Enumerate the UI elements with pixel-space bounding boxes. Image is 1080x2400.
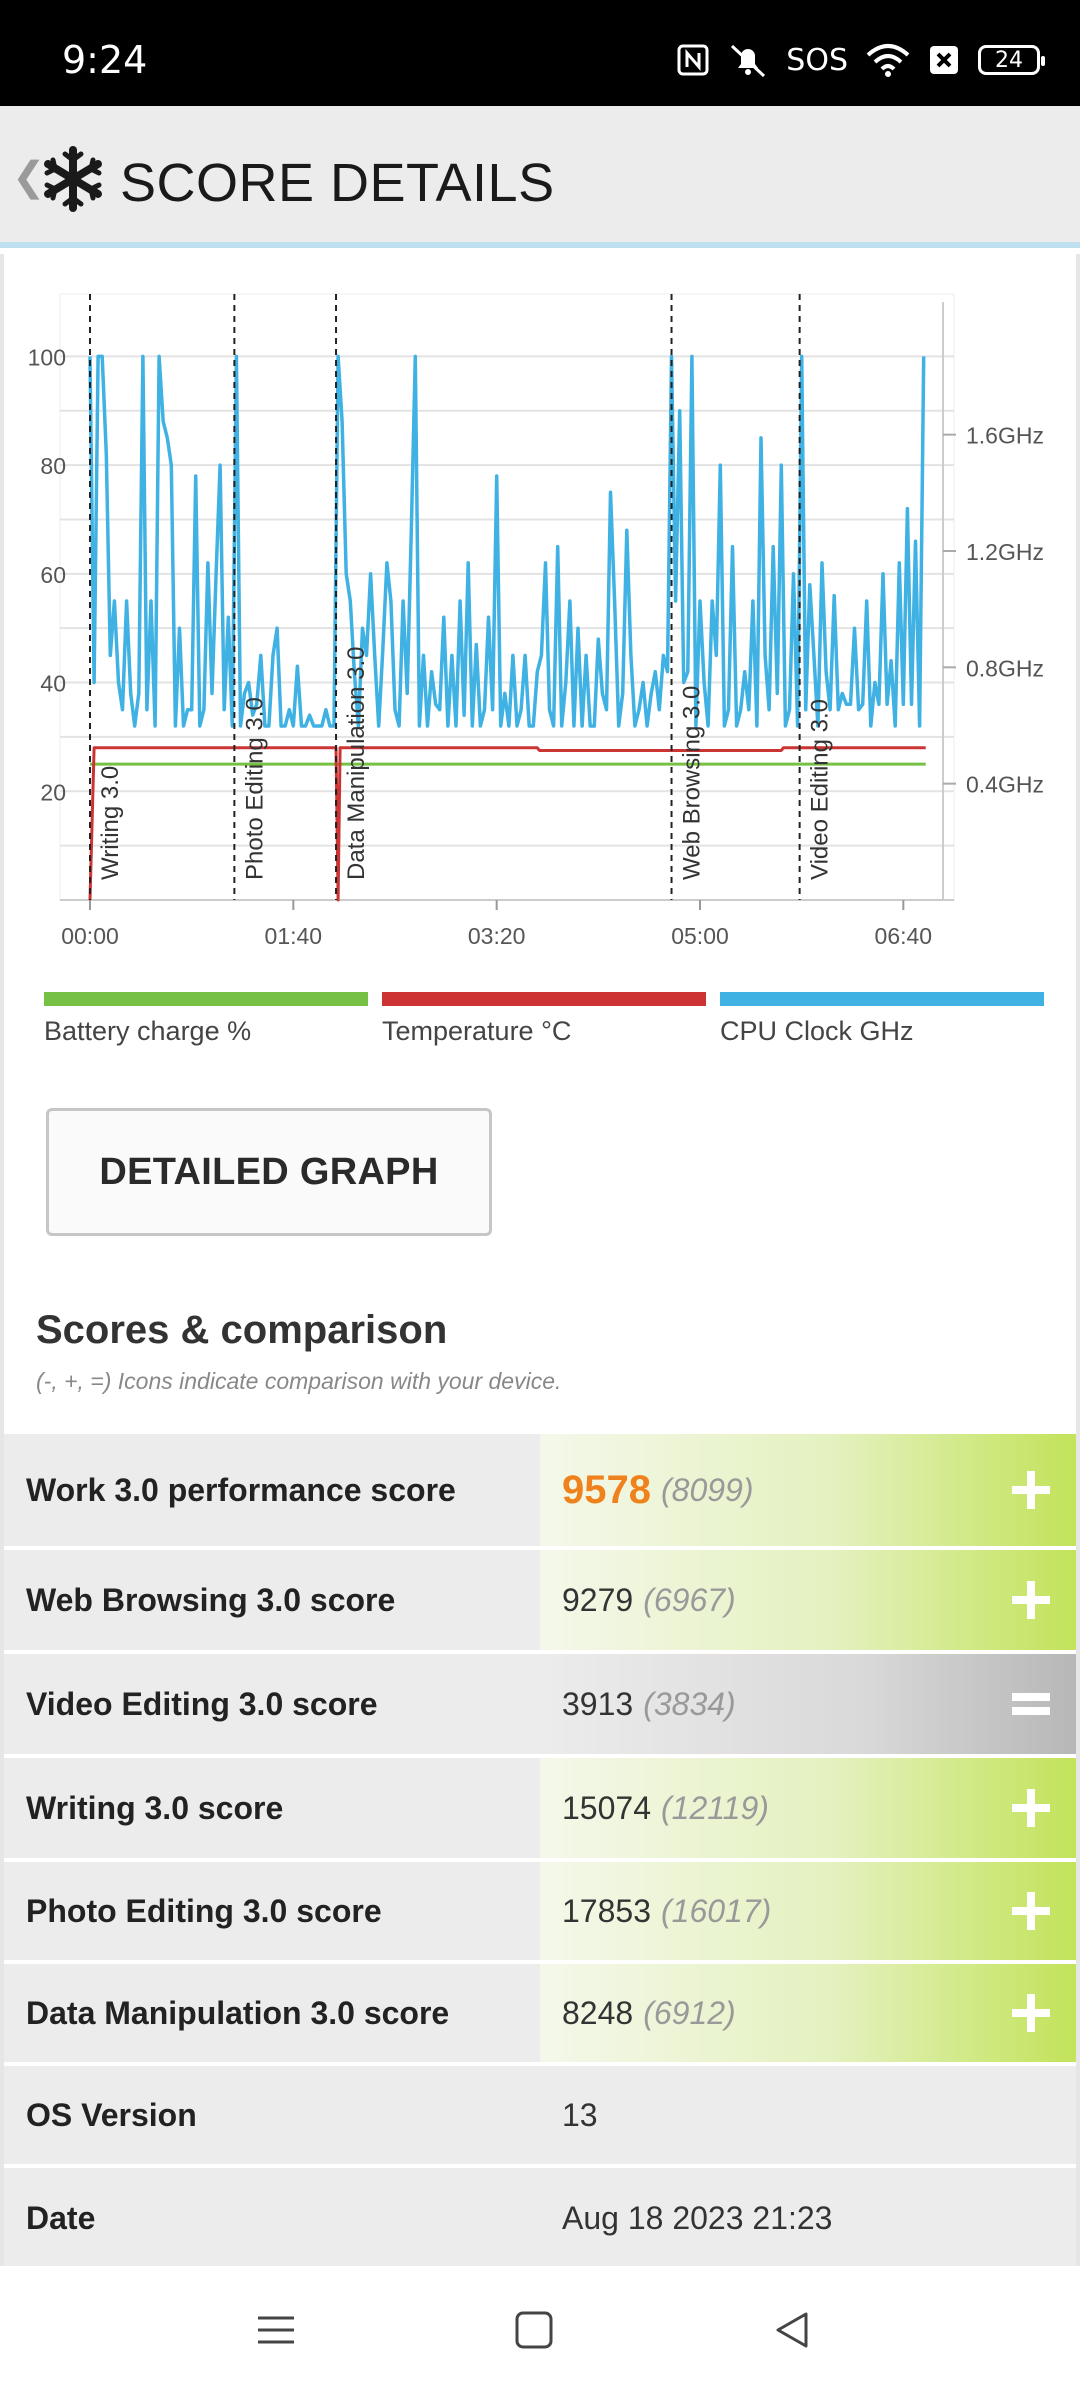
score-value: 17853 [562, 1892, 651, 1929]
series-line-2 [88, 354, 926, 728]
score-value: 9279 [562, 1581, 634, 1618]
right-tick-label: 1.6GHz [966, 423, 1044, 449]
score-compare: (6912) [643, 1994, 736, 2031]
info-label: Date [4, 2168, 540, 2268]
score-value-cell: 9578 (8099) [540, 1434, 1076, 1546]
score-row-web-browsing: Web Browsing 3.0 score 9279 (6967) [4, 1546, 1076, 1650]
legend-battery-swatch [44, 992, 368, 1006]
score-label: Video Editing 3.0 score [4, 1654, 540, 1754]
info-value-cell: 13 [540, 2066, 1076, 2164]
score-compare: (16017) [660, 1892, 772, 1929]
menu-icon[interactable] [256, 2310, 296, 2350]
right-tick-label: 0.8GHz [966, 655, 1044, 681]
scores-table: Work 3.0 performance score 9578 (8099) W… [4, 1430, 1076, 2268]
info-row-os-version: OS Version 13 [4, 2062, 1076, 2164]
detailed-graph-button[interactable]: DETAILED GRAPH [46, 1108, 492, 1236]
navigation-bar [0, 2266, 1080, 2400]
score-value-cell: 9279 (6967) [540, 1550, 1076, 1650]
info-value-cell: Aug 18 2023 21:23 [540, 2168, 1076, 2268]
status-icons: SOS 24 [676, 40, 1045, 80]
score-row-writing: Writing 3.0 score 15074 (12119) [4, 1754, 1076, 1858]
score-value-cell: 17853 (16017) [540, 1862, 1076, 1960]
score-label: Work 3.0 performance score [4, 1434, 540, 1546]
y-tick-label: 20 [40, 779, 66, 805]
plus-icon [1012, 1581, 1050, 1619]
y-tick-label: 60 [40, 562, 66, 588]
score-compare: (6967) [643, 1581, 736, 1618]
nfc-icon [677, 44, 709, 76]
info-value: 13 [562, 2096, 598, 2133]
legend-battery-label: Battery charge % [44, 1016, 252, 1046]
status-time: 9:24 [62, 38, 148, 82]
segment-label: Writing 3.0 [97, 766, 124, 880]
battery-level: 24 [995, 47, 1023, 73]
y-tick-label: 40 [40, 671, 66, 697]
plus-icon [1012, 1789, 1050, 1827]
score-compare: (3834) [643, 1685, 736, 1722]
score-label: Writing 3.0 score [4, 1758, 540, 1858]
legend-temperature: Temperature °C [382, 992, 706, 1047]
x-tick-label: 03:20 [468, 923, 526, 949]
right-tick-label: 1.2GHz [966, 539, 1044, 565]
segment-label: Video Editing 3.0 [807, 699, 834, 880]
wifi-icon [866, 44, 910, 77]
score-row-work: Work 3.0 performance score 9578 (8099) [4, 1430, 1076, 1546]
segment-label: Data Manipulation 3.0 [343, 647, 370, 880]
series-line-1 [88, 746, 926, 902]
score-label: Data Manipulation 3.0 score [4, 1964, 540, 2062]
sos-label: SOS [786, 42, 848, 78]
chart-legend: Battery charge % Temperature °C CPU Cloc… [44, 992, 1044, 1047]
score-row-photo-editing: Photo Editing 3.0 score 17853 (16017) [4, 1858, 1076, 1960]
info-row-date: Date Aug 18 2023 21:23 [4, 2164, 1076, 2268]
sim-off-icon [930, 46, 958, 74]
right-tick-label: 0.4GHz [966, 772, 1044, 798]
scores-title: Scores & comparison [36, 1308, 448, 1352]
performance-chart[interactable]: 100 80 60 40 20 1.6GHz 1.2GHz 0.8GHz 0.4GHz 00:00… [4, 254, 1076, 954]
legend-temperature-swatch [382, 992, 706, 1006]
score-label: Web Browsing 3.0 score [4, 1550, 540, 1650]
score-label: Photo Editing 3.0 score [4, 1862, 540, 1960]
legend-cpu-swatch [720, 992, 1044, 1006]
snowflake-icon [44, 146, 102, 212]
home-icon[interactable] [514, 2310, 554, 2350]
info-value: Aug 18 2023 21:23 [562, 2199, 833, 2236]
legend-cpu-label: CPU Clock GHz [720, 1016, 914, 1046]
plus-icon [1012, 1892, 1050, 1930]
x-tick-label: 06:40 [875, 923, 933, 949]
score-value: 3913 [562, 1685, 634, 1722]
x-tick-label: 00:00 [61, 923, 119, 949]
mute-bell-icon [731, 44, 766, 78]
scores-subtitle: (-, +, =) Icons indicate comparison with… [36, 1368, 562, 1394]
score-value-cell: 3913 (3834) [540, 1654, 1076, 1754]
x-tick-label: 01:40 [265, 923, 323, 949]
plus-icon [1012, 1994, 1050, 2032]
score-compare: (8099) [660, 1471, 754, 1508]
legend-cpu: CPU Clock GHz [720, 992, 1044, 1047]
score-row-data-manipulation: Data Manipulation 3.0 score 8248 (6912) [4, 1960, 1076, 2062]
plus-icon [1012, 1471, 1050, 1509]
score-value: 8248 [562, 1994, 634, 2031]
score-value: 15074 [562, 1789, 651, 1826]
page-title: SCORE DETAILS [120, 153, 555, 213]
legend-temperature-label: Temperature °C [382, 1016, 572, 1046]
score-value-cell: 15074 (12119) [540, 1758, 1076, 1858]
battery-icon: 24 [978, 45, 1045, 75]
legend-battery: Battery charge % [44, 992, 368, 1047]
y-tick-label: 80 [40, 453, 66, 479]
x-tick-label: 05:00 [671, 923, 729, 949]
score-compare: (12119) [660, 1789, 769, 1826]
content-area: 100 80 60 40 20 1.6GHz 1.2GHz 0.8GHz 0.4GHz 00:00… [0, 254, 1080, 2268]
equal-icon [1012, 1693, 1050, 1715]
info-label: OS Version [4, 2066, 540, 2164]
segment-label: Web Browsing 3.0 [679, 686, 706, 880]
score-value-cell: 8248 (6912) [540, 1964, 1076, 2062]
status-bar: 9:24 SOS 24 [0, 0, 1080, 106]
y-tick-label: 100 [28, 344, 66, 370]
segment-label: Photo Editing 3.0 [241, 697, 268, 880]
score-row-video-editing: Video Editing 3.0 score 3913 (3834) [4, 1650, 1076, 1754]
score-value: 9578 [562, 1467, 651, 1512]
app-bar: ❮ SCORE DETAILS [0, 106, 1080, 248]
chevron-left-icon[interactable]: ❮ [12, 155, 46, 199]
back-triangle-icon[interactable] [772, 2310, 812, 2350]
